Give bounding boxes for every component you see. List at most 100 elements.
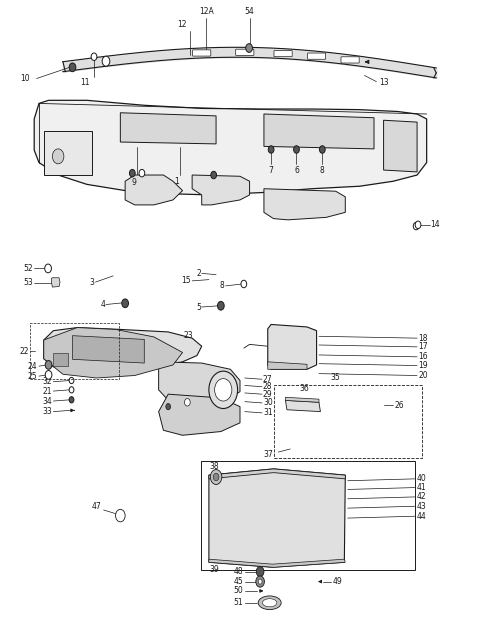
Circle shape	[166, 404, 170, 410]
Circle shape	[69, 63, 76, 72]
Text: 31: 31	[263, 408, 273, 417]
Circle shape	[215, 379, 232, 401]
Polygon shape	[120, 113, 216, 144]
Text: 3: 3	[89, 278, 94, 286]
Circle shape	[69, 387, 74, 393]
Circle shape	[102, 56, 110, 66]
Text: 12A: 12A	[199, 7, 214, 16]
Text: 44: 44	[416, 512, 426, 520]
Text: 36: 36	[300, 384, 310, 393]
Text: 47: 47	[92, 502, 101, 511]
Text: 20: 20	[419, 371, 428, 380]
Polygon shape	[44, 132, 92, 175]
Polygon shape	[264, 188, 345, 220]
Circle shape	[415, 221, 421, 228]
Text: 37: 37	[263, 450, 273, 459]
Circle shape	[413, 222, 419, 230]
Text: 6: 6	[294, 167, 299, 175]
FancyBboxPatch shape	[308, 53, 325, 59]
Text: 16: 16	[419, 353, 428, 361]
Text: 53: 53	[24, 278, 34, 287]
Text: 33: 33	[42, 407, 52, 416]
Circle shape	[45, 361, 52, 369]
Text: 8: 8	[320, 167, 324, 175]
Circle shape	[256, 576, 264, 587]
Text: 39: 39	[210, 565, 219, 575]
Text: 4: 4	[100, 300, 105, 309]
Polygon shape	[158, 362, 240, 409]
Text: 8: 8	[220, 281, 225, 290]
Polygon shape	[268, 362, 307, 369]
Text: 5: 5	[196, 303, 201, 311]
Text: 34: 34	[42, 396, 52, 406]
Circle shape	[213, 473, 219, 480]
Text: 42: 42	[416, 492, 426, 502]
Polygon shape	[125, 175, 182, 205]
Circle shape	[45, 371, 52, 379]
FancyBboxPatch shape	[274, 51, 292, 57]
Text: 45: 45	[234, 577, 243, 586]
Text: 54: 54	[245, 7, 254, 16]
Text: 29: 29	[263, 389, 273, 399]
Circle shape	[184, 399, 190, 406]
Text: 27: 27	[263, 375, 273, 384]
Text: 11: 11	[80, 78, 89, 87]
Text: 50: 50	[234, 587, 243, 595]
Text: 41: 41	[416, 483, 426, 492]
Text: 51: 51	[234, 598, 243, 607]
Polygon shape	[268, 324, 317, 369]
Text: 19: 19	[419, 361, 428, 370]
Text: 30: 30	[263, 398, 273, 407]
Polygon shape	[51, 278, 60, 287]
Circle shape	[116, 509, 125, 522]
Text: 21: 21	[42, 387, 52, 396]
FancyBboxPatch shape	[236, 49, 254, 56]
Text: 9: 9	[131, 178, 136, 187]
Text: 40: 40	[416, 474, 426, 484]
Text: 35: 35	[331, 373, 341, 382]
Polygon shape	[158, 394, 240, 436]
Polygon shape	[34, 100, 427, 195]
Polygon shape	[72, 336, 144, 363]
Polygon shape	[209, 469, 345, 567]
Text: 15: 15	[181, 276, 191, 285]
Text: 10: 10	[20, 74, 29, 83]
Text: 13: 13	[379, 79, 388, 87]
Text: 1: 1	[174, 177, 179, 186]
Circle shape	[122, 299, 129, 308]
Text: 52: 52	[24, 264, 33, 273]
Text: 46: 46	[265, 524, 275, 533]
FancyBboxPatch shape	[341, 57, 359, 63]
Text: 18: 18	[419, 334, 428, 343]
Text: 49: 49	[332, 577, 342, 586]
Text: 2: 2	[196, 269, 201, 278]
Circle shape	[52, 149, 64, 164]
Circle shape	[217, 301, 224, 310]
Polygon shape	[209, 559, 345, 567]
Text: 38: 38	[210, 462, 219, 471]
Text: 17: 17	[419, 343, 428, 351]
FancyBboxPatch shape	[192, 50, 211, 56]
Polygon shape	[44, 328, 182, 378]
Circle shape	[91, 53, 97, 61]
Circle shape	[211, 172, 216, 178]
Text: 24: 24	[28, 362, 37, 371]
Text: 14: 14	[431, 220, 440, 230]
Circle shape	[268, 146, 274, 154]
Text: 28: 28	[263, 383, 273, 391]
Text: 12: 12	[177, 20, 186, 29]
Text: 25: 25	[28, 372, 37, 381]
Text: 32: 32	[42, 378, 52, 386]
Polygon shape	[264, 114, 374, 149]
Ellipse shape	[258, 596, 281, 610]
Text: 26: 26	[394, 401, 404, 410]
Text: 23: 23	[183, 331, 193, 339]
Circle shape	[258, 579, 262, 584]
Polygon shape	[286, 397, 319, 402]
Text: 22: 22	[20, 347, 29, 356]
Circle shape	[139, 170, 145, 177]
Circle shape	[294, 146, 300, 154]
Circle shape	[246, 44, 252, 52]
Circle shape	[45, 264, 51, 273]
Text: 48: 48	[234, 567, 243, 576]
